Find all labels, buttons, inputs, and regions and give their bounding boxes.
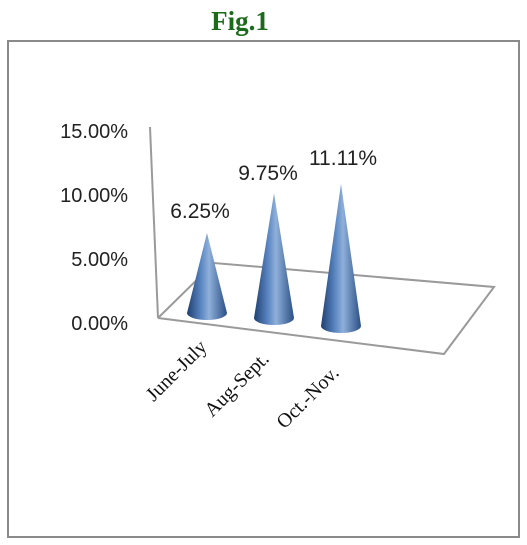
y-tick-label: 15.00% [60, 121, 128, 143]
category-label: June-July [142, 336, 212, 406]
y-tick-label: 0.00% [71, 313, 128, 335]
cone-bar [187, 233, 227, 320]
category-label: Oct.-Nov. [272, 362, 343, 433]
cone-bar [254, 193, 294, 325]
y-tick-label: 10.00% [60, 185, 128, 207]
cone-series [187, 183, 361, 333]
cone-bar [321, 183, 361, 333]
figure-title: Fig.1 [211, 6, 269, 36]
y-tick-label: 5.00% [71, 249, 128, 271]
category-label: Aug-Sept. [200, 348, 273, 421]
data-label: 6.25% [170, 200, 230, 223]
data-label: 11.11% [309, 147, 377, 170]
y-axis-line [149, 126, 159, 319]
data-label: 9.75% [238, 162, 298, 185]
